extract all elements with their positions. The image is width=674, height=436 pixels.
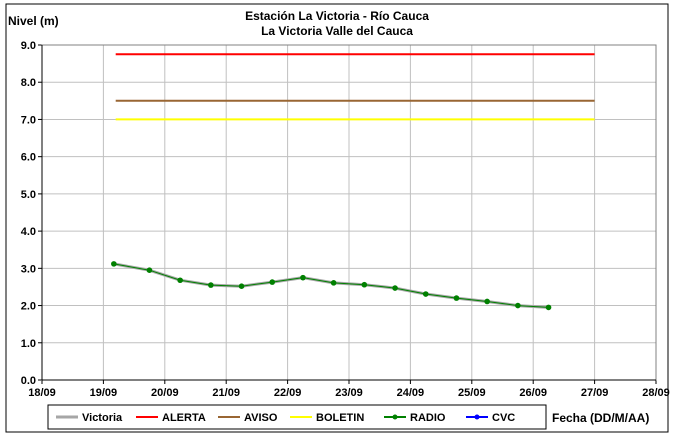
data-point-radio [269, 279, 276, 285]
x-tick-label: 23/09 [335, 387, 363, 399]
legend-label-victoria: Victoria [82, 412, 123, 424]
y-tick-label: 5.0 [21, 189, 36, 201]
data-point-radio [545, 304, 552, 311]
legend-label-cvc: CVC [492, 412, 515, 424]
chart-subtitle: La Victoria Valle del Cauca [261, 24, 413, 38]
chart-title: Estación La Victoria - Río Cauca [245, 9, 429, 23]
data-point-radio [177, 277, 183, 284]
legend-marker-radio [392, 414, 398, 420]
data-point-radio [361, 281, 368, 288]
x-tick-label: 27/09 [581, 387, 609, 399]
legend-label-alerta: ALERTA [162, 412, 206, 424]
x-tick-label: 22/09 [274, 387, 302, 399]
legend-label-boletin: BOLETIN [316, 412, 364, 424]
y-tick-label: 4.0 [21, 226, 36, 238]
data-point-radio [238, 283, 245, 290]
legend: Victoria ALERTA AVISO BOLETIN RADIO CVC [47, 404, 547, 430]
y-tick-label: 2.0 [21, 301, 36, 313]
data-point-radio [453, 295, 460, 301]
data-point-radio [300, 274, 306, 281]
data-point-radio [111, 261, 117, 267]
legend-label-radio: RADIO [410, 412, 446, 424]
x-tick-label: 18/09 [28, 387, 56, 399]
chart-frame [5, 3, 669, 433]
x-tick-label: 20/09 [151, 387, 179, 399]
x-axis-label: Fecha (DD/M/AA) [552, 411, 649, 425]
x-tick-label: 19/09 [90, 387, 118, 399]
x-tick-label: 21/09 [212, 387, 240, 399]
data-point-radio [330, 280, 337, 286]
y-tick-label: 1.0 [21, 338, 36, 350]
axes [38, 44, 657, 384]
data-point-radio [146, 267, 153, 273]
tick-labels: 0.0 1.0 2.0 3.0 4.0 5.0 6.0 7.0 8.0 9.0 18/09 19/09… [21, 40, 670, 399]
data-point-radio [515, 302, 521, 309]
y-tick-label: 3.0 [21, 263, 36, 275]
data-point-radio [422, 291, 429, 297]
legend-marker-cvc [474, 414, 480, 420]
y-tick-label: 6.0 [21, 152, 36, 164]
y-axis-label: Nivel (m) [8, 14, 59, 28]
legend-label-aviso: AVISO [244, 412, 278, 424]
y-tick-label: 8.0 [21, 77, 36, 89]
x-tick-label: 26/09 [519, 387, 547, 399]
x-tick-label: 24/09 [397, 387, 425, 399]
y-tick-label: 7.0 [21, 114, 36, 126]
y-tick-label: 9.0 [21, 40, 36, 52]
data-point-radio [208, 282, 214, 288]
data-point-radio [484, 298, 490, 305]
series-lines [111, 53, 595, 311]
data-point-radio [392, 285, 398, 291]
x-tick-label: 25/09 [458, 387, 486, 399]
y-tick-label: 0.0 [21, 375, 36, 387]
x-tick-label: 28/09 [642, 387, 670, 399]
